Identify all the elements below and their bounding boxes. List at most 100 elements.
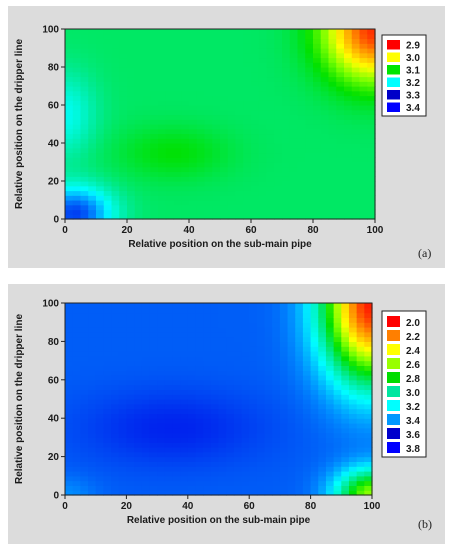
heatmap-cell <box>310 389 319 395</box>
heatmap-cell <box>266 62 275 68</box>
heatmap-cell <box>172 413 181 419</box>
heatmap-cell <box>274 90 283 97</box>
heatmap-cell <box>111 105 120 111</box>
y-tick-label: 20 <box>48 177 60 188</box>
heatmap-cell <box>333 418 342 424</box>
heatmap-cell <box>266 33 275 40</box>
heatmap-cell <box>149 423 158 429</box>
heatmap-cell <box>127 133 136 139</box>
heatmap-cell <box>256 413 266 419</box>
heatmap-cell <box>210 471 220 477</box>
heatmap-cell <box>287 336 296 342</box>
heatmap-cell <box>282 90 291 97</box>
heatmap-cell <box>119 214 128 220</box>
heatmap-cell <box>302 312 312 318</box>
heatmap-cell <box>367 181 376 187</box>
heatmap-cell <box>157 423 166 429</box>
heatmap-cell <box>359 204 368 211</box>
heatmap-cell <box>127 71 136 78</box>
heatmap-cell <box>287 399 296 405</box>
heatmap-cell <box>251 38 260 44</box>
heatmap-cell <box>282 204 291 211</box>
heatmap-cell <box>341 408 350 414</box>
heatmap-cell <box>305 152 314 158</box>
heatmap-cell <box>264 336 273 342</box>
heatmap-cell <box>212 52 221 59</box>
heatmap-cell <box>203 375 212 381</box>
heatmap-cell <box>72 76 82 82</box>
heatmap-cell <box>233 471 243 477</box>
heatmap-cell <box>279 442 289 448</box>
heatmap-cell <box>295 442 304 448</box>
heatmap-cell <box>204 176 213 182</box>
heatmap-cell <box>150 67 159 73</box>
heatmap-cell <box>187 351 197 357</box>
heatmap-cell <box>302 456 312 462</box>
heatmap-cell <box>165 157 175 163</box>
heatmap-cell <box>158 29 167 35</box>
heatmap-cell <box>295 365 304 371</box>
heatmap-cell <box>328 57 337 63</box>
heatmap-cell <box>72 327 81 333</box>
heatmap-cell <box>111 442 120 448</box>
heatmap-cell <box>203 475 212 482</box>
heatmap-cell <box>80 456 89 462</box>
heatmap-cell <box>282 81 291 87</box>
heatmap-cell <box>127 95 136 101</box>
heatmap-cell <box>320 200 330 206</box>
heatmap-cell <box>320 114 330 120</box>
heatmap-cell <box>367 176 376 182</box>
heatmap-cell <box>226 341 235 347</box>
heatmap-cell <box>356 331 365 338</box>
heatmap-cell <box>150 138 159 144</box>
heatmap-cell <box>150 52 159 59</box>
heatmap-cell <box>243 100 252 106</box>
heatmap-cell <box>203 370 212 376</box>
heatmap-cell <box>274 176 283 182</box>
heatmap-cell <box>111 185 120 192</box>
heatmap-cell <box>282 52 291 59</box>
x-tick-label: 60 <box>245 225 257 236</box>
heatmap-cell <box>103 138 113 144</box>
heatmap-cell <box>251 157 260 163</box>
heatmap-cell <box>150 71 159 78</box>
heatmap-cell <box>289 171 299 177</box>
heatmap-cell <box>264 413 273 419</box>
heatmap-cell <box>72 375 81 381</box>
heatmap-cell <box>103 432 112 438</box>
heatmap-cell <box>351 124 361 130</box>
heatmap-cell <box>134 418 143 424</box>
heatmap-cell <box>272 399 281 405</box>
heatmap-cell <box>126 303 135 309</box>
heatmap-cell <box>189 71 198 78</box>
heatmap-cell <box>282 200 291 206</box>
heatmap-cell <box>227 152 237 158</box>
heatmap-cell <box>272 360 281 366</box>
heatmap-cell <box>348 331 358 338</box>
heatmap-cell <box>227 67 237 73</box>
heatmap-cell <box>305 147 314 154</box>
heatmap-cell <box>103 351 112 357</box>
heatmap-cell <box>295 490 304 496</box>
heatmap-cell <box>195 427 204 434</box>
heatmap-cell <box>173 76 182 82</box>
heatmap-cell <box>256 336 266 342</box>
heatmap-cell <box>126 355 135 362</box>
heatmap-cell <box>204 152 213 158</box>
heatmap-cell <box>297 62 306 68</box>
heatmap-cell <box>313 171 322 177</box>
heatmap-cell <box>150 190 159 196</box>
heatmap-cell <box>126 423 135 429</box>
heatmap-cell <box>266 100 275 106</box>
heatmap-cell <box>351 81 361 87</box>
heatmap-cell <box>88 480 97 486</box>
heatmap-cell <box>80 143 89 149</box>
heatmap-cell <box>72 181 82 187</box>
heatmap-cell <box>142 162 151 168</box>
heatmap-cell <box>65 109 74 116</box>
heatmap-cell <box>126 317 135 323</box>
heatmap-cell <box>243 214 252 220</box>
heatmap-cell <box>173 38 182 44</box>
heatmap-cell <box>88 204 97 211</box>
heatmap-cell <box>157 379 166 386</box>
